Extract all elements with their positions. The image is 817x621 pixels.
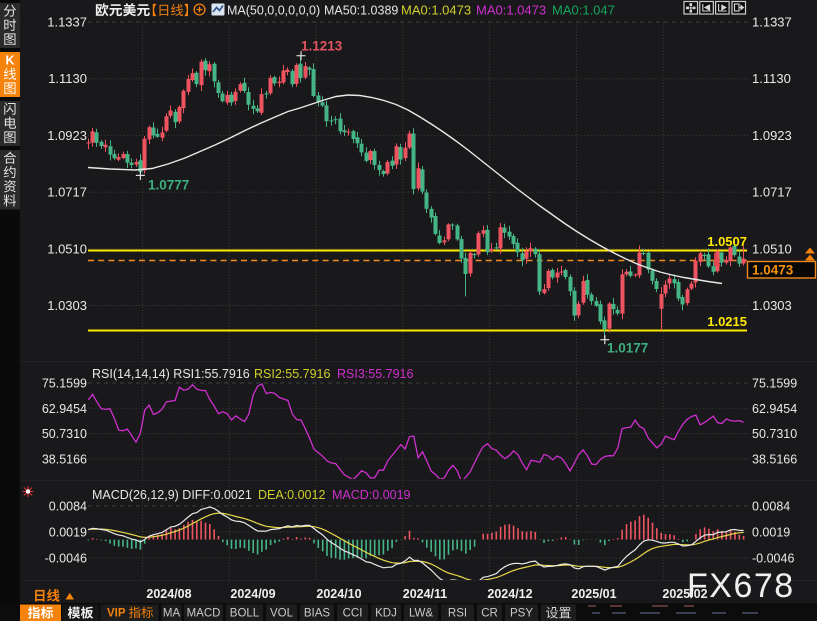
- svg-text:0.0019: 0.0019: [49, 526, 87, 540]
- svg-text:MA: MA: [163, 608, 181, 620]
- svg-text:1.0510: 1.0510: [47, 241, 87, 256]
- svg-text:CCI: CCI: [343, 608, 363, 620]
- svg-text:1.0473: 1.0473: [752, 263, 794, 278]
- svg-text:RSI(14,14,14) RSI1:55.7916: RSI(14,14,14) RSI1:55.7916: [92, 367, 250, 381]
- svg-text:1.0507: 1.0507: [707, 234, 747, 249]
- svg-text:1.1130: 1.1130: [48, 71, 87, 86]
- svg-text:0.0019: 0.0019: [752, 526, 790, 540]
- svg-text:MACD:0.0019: MACD:0.0019: [332, 488, 411, 502]
- svg-text:1.1130: 1.1130: [752, 71, 791, 86]
- svg-text:RSI: RSI: [448, 608, 467, 620]
- svg-text:1.1213: 1.1213: [301, 39, 343, 54]
- svg-text:VOL: VOL: [270, 608, 294, 620]
- svg-text:62.9454: 62.9454: [752, 402, 797, 416]
- svg-text:2024/12: 2024/12: [487, 587, 532, 601]
- svg-text:FX678: FX678: [687, 567, 795, 605]
- svg-text:2024/08: 2024/08: [146, 587, 191, 601]
- svg-text:MACD(26,12,9) DIFF:0.0021: MACD(26,12,9) DIFF:0.0021: [92, 488, 252, 502]
- svg-text:MA0:1.047: MA0:1.047: [552, 3, 615, 18]
- svg-text:75.1599: 75.1599: [752, 377, 797, 391]
- svg-text:RSI2:55.7916: RSI2:55.7916: [254, 367, 330, 381]
- svg-text:38.5166: 38.5166: [752, 452, 797, 466]
- svg-text:1.1337: 1.1337: [752, 15, 792, 30]
- svg-text:1.0303: 1.0303: [47, 298, 87, 313]
- svg-text:MA(50,0,0,0,0,0): MA(50,0,0,0,0,0): [227, 4, 320, 18]
- svg-text:2025/02: 2025/02: [662, 587, 707, 601]
- svg-text:2024/10: 2024/10: [316, 587, 361, 601]
- svg-text:1.0777: 1.0777: [148, 178, 189, 193]
- svg-text:2024/11: 2024/11: [403, 587, 448, 601]
- svg-text:1.0923: 1.0923: [752, 128, 792, 143]
- svg-text:-0.0046: -0.0046: [752, 552, 794, 566]
- svg-text:1.1337: 1.1337: [47, 15, 87, 30]
- svg-text:BIAS: BIAS: [304, 608, 331, 620]
- svg-text:2025/01: 2025/01: [571, 587, 616, 601]
- svg-text:RSI3:55.7916: RSI3:55.7916: [337, 367, 413, 381]
- svg-text:62.9454: 62.9454: [42, 402, 87, 416]
- svg-text:0.0084: 0.0084: [49, 500, 87, 514]
- svg-text:50.7310: 50.7310: [752, 427, 797, 441]
- svg-text:1.0303: 1.0303: [752, 298, 792, 313]
- svg-text:1.0717: 1.0717: [47, 185, 87, 200]
- svg-text:LW&: LW&: [409, 608, 433, 620]
- svg-text:MA50:1.0389: MA50:1.0389: [324, 4, 398, 18]
- svg-text:1.0510: 1.0510: [752, 241, 792, 256]
- svg-text:1.0215: 1.0215: [707, 314, 747, 329]
- svg-text:CR: CR: [481, 608, 498, 620]
- svg-text:MA0:1.0473: MA0:1.0473: [401, 3, 471, 18]
- svg-text:1.0177: 1.0177: [607, 341, 648, 356]
- svg-text:MACD: MACD: [187, 608, 221, 620]
- svg-text:0.0084: 0.0084: [752, 500, 790, 514]
- svg-text:K: K: [5, 54, 14, 68]
- svg-text:VIP: VIP: [107, 608, 126, 620]
- svg-text:1.0923: 1.0923: [47, 128, 87, 143]
- svg-text:KDJ: KDJ: [375, 608, 397, 620]
- svg-text:50.7310: 50.7310: [42, 427, 87, 441]
- svg-text:2024/09: 2024/09: [230, 587, 275, 601]
- svg-text:PSY: PSY: [510, 608, 533, 620]
- svg-text:75.1599: 75.1599: [42, 377, 87, 391]
- svg-text:DEA:0.0012: DEA:0.0012: [258, 488, 325, 502]
- svg-text:1.0717: 1.0717: [752, 185, 792, 200]
- svg-text:38.5166: 38.5166: [42, 452, 87, 466]
- svg-text:BOLL: BOLL: [230, 608, 260, 620]
- svg-text:MA0:1.0473: MA0:1.0473: [476, 3, 546, 18]
- svg-text:-0.0046: -0.0046: [45, 552, 87, 566]
